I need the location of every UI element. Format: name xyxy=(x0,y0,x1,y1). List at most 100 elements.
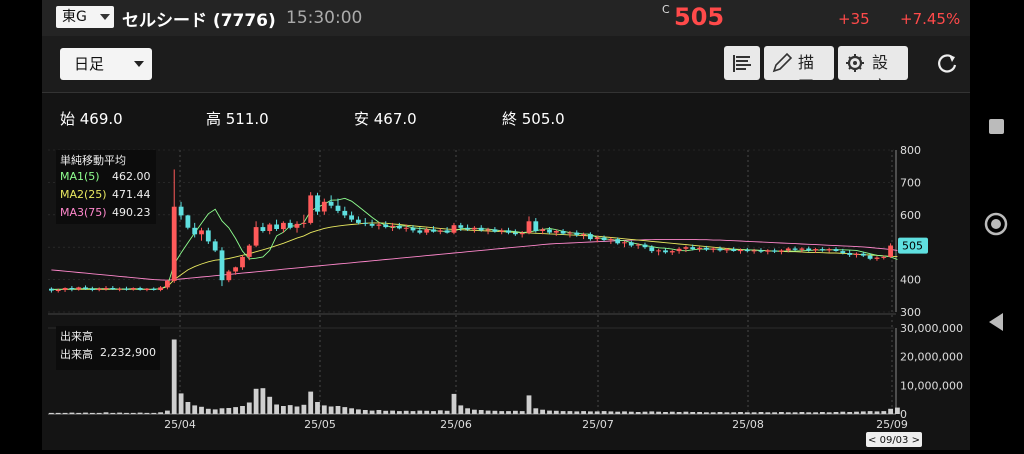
candle-body xyxy=(178,206,184,216)
volume-bar xyxy=(690,412,696,414)
x-axis-tick: 25/09 xyxy=(876,418,908,431)
price-axis-tick: 400 xyxy=(900,274,921,287)
candle-body xyxy=(369,223,375,226)
ma3-name: MA3(75) xyxy=(60,206,107,219)
ma3-value: 490.23 xyxy=(112,206,151,219)
candle-body xyxy=(758,250,764,252)
volume-bar xyxy=(410,411,416,414)
volume-bar xyxy=(219,408,225,414)
volume-bar xyxy=(881,411,887,414)
volume-bar xyxy=(867,411,873,414)
volume-bar xyxy=(594,411,600,414)
draw-button[interactable]: 描画 xyxy=(764,46,834,80)
price-axis-tick: 700 xyxy=(900,176,921,189)
volume-bar xyxy=(751,412,757,414)
candle-body xyxy=(383,224,389,228)
ma1-value: 462.00 xyxy=(112,170,151,183)
ohlc-low: 安 467.0 xyxy=(354,110,417,128)
volume-axis-tick: 0 xyxy=(900,408,907,421)
stock-chart[interactable]: 80070060050040030030,000,00020,000,00010… xyxy=(42,0,970,450)
candle-body xyxy=(751,250,757,252)
volume-bar xyxy=(240,406,245,414)
android-nav-bar xyxy=(972,0,1024,450)
volume-bar xyxy=(669,411,675,414)
volume-bar xyxy=(472,409,477,414)
candle-body xyxy=(717,248,723,251)
candle-body xyxy=(171,206,177,281)
header: 東G セルシード (7776) 15:30:00 C 505 +35 +7.45… xyxy=(42,0,970,36)
volume-bar xyxy=(860,411,866,414)
volume-bar xyxy=(151,412,157,414)
volume-bar xyxy=(717,412,723,414)
candle-body xyxy=(485,229,491,231)
volume-bar xyxy=(772,412,777,414)
chevron-down-icon xyxy=(100,14,110,20)
indicator-list-button[interactable] xyxy=(724,46,760,80)
volume-bar xyxy=(342,407,348,414)
volume-bar xyxy=(165,410,170,414)
candle-body xyxy=(212,241,218,251)
ma1-line xyxy=(51,197,898,291)
volume-legend-title: 出来高 xyxy=(60,330,93,343)
candle-body xyxy=(738,249,743,252)
candle-body xyxy=(690,247,696,250)
current-price-tag xyxy=(898,237,928,254)
candle-body xyxy=(69,288,75,290)
candle-body xyxy=(779,250,784,252)
volume-bar xyxy=(362,410,368,414)
volume-bar xyxy=(806,412,812,414)
back-icon[interactable] xyxy=(989,313,1003,331)
candle-body xyxy=(55,290,61,291)
period-select[interactable]: 日足 xyxy=(60,48,152,80)
volume-bar xyxy=(55,412,61,414)
volume-bar xyxy=(744,412,750,414)
candle-body xyxy=(240,256,245,268)
candle-body xyxy=(144,288,150,290)
volume-bar xyxy=(90,412,95,414)
volume-bar xyxy=(397,411,402,414)
candle-body xyxy=(437,230,443,232)
volume-bar xyxy=(321,405,327,414)
volume-bar xyxy=(403,410,409,414)
candle-body xyxy=(615,239,621,244)
candle-body xyxy=(513,232,518,235)
volume-bar xyxy=(205,408,211,414)
volume-bar xyxy=(888,408,893,414)
volume-bar xyxy=(83,412,88,414)
home-icon[interactable] xyxy=(984,212,1008,236)
volume-bar xyxy=(731,412,737,414)
candle-body xyxy=(458,225,464,228)
recent-apps-icon[interactable] xyxy=(989,119,1004,134)
volume-bar xyxy=(315,402,320,414)
volume-bar xyxy=(560,411,566,414)
refresh-icon[interactable] xyxy=(936,52,958,79)
candle-body xyxy=(328,201,334,206)
volume-bar xyxy=(69,412,75,414)
candle-body xyxy=(874,257,880,259)
candle-body xyxy=(308,195,314,223)
volume-bar xyxy=(553,410,559,414)
settings-button[interactable]: 設定 xyxy=(838,46,908,80)
candle-body xyxy=(567,232,573,234)
candle-body xyxy=(199,230,204,235)
candle-body xyxy=(574,232,580,235)
volume-bar xyxy=(117,412,122,414)
x-axis-tick: 25/07 xyxy=(582,418,614,431)
volume-axis-tick: 10,000,000 xyxy=(900,379,963,392)
candle-body xyxy=(83,287,88,289)
volume-bar xyxy=(130,412,136,414)
exchange-label: 東G xyxy=(62,9,87,25)
candle-body xyxy=(397,225,402,229)
volume-bar xyxy=(192,405,198,414)
exchange-select[interactable]: 東G xyxy=(56,6,114,28)
candle-body xyxy=(301,222,307,224)
candle-body xyxy=(697,247,702,250)
ohlc-close: 終 505.0 xyxy=(502,110,565,128)
volume-bar xyxy=(567,411,573,414)
volume-bar xyxy=(424,410,430,414)
volume-bar xyxy=(96,412,102,414)
volume-bar xyxy=(519,411,525,414)
candle-body xyxy=(792,248,798,250)
x-axis-tick: 25/04 xyxy=(164,418,196,431)
volume-bar xyxy=(820,412,825,414)
